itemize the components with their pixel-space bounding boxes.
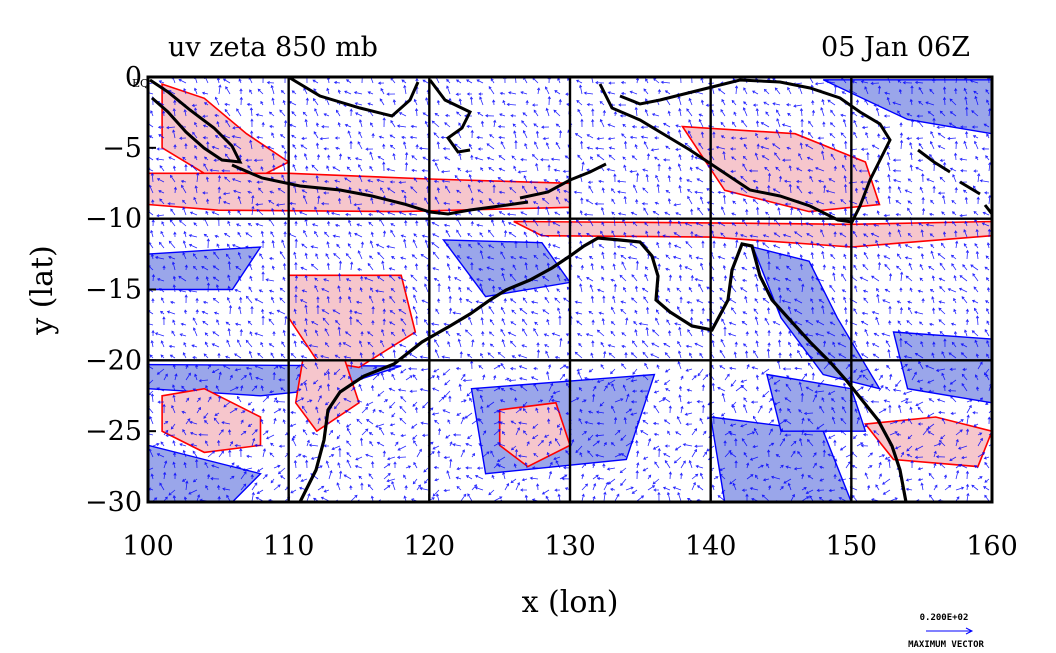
negative-vorticity-region-3 [892, 331, 992, 404]
plot-timestamp: 05 Jan 06Z [821, 32, 970, 63]
x-axis-ticks: 100 110 120 130 140 150 160 [122, 494, 1018, 562]
x-tick-label-120: 120 [404, 531, 456, 562]
vector-legend-label: MAXIMUM VECTOR [908, 640, 984, 650]
positive-vorticity-region-3 [680, 125, 881, 213]
positive-vorticity-region-8 [863, 416, 992, 468]
x-tick-label-140: 140 [685, 531, 737, 562]
negative-vorticity-region-1 [148, 444, 262, 502]
y-tick-label--5: −5 [102, 133, 142, 164]
coastline-borneo [289, 77, 420, 118]
x-tick-label-150: 150 [826, 531, 878, 562]
positive-vorticity-region-2 [513, 220, 992, 248]
y-tick-label--30: −30 [85, 487, 142, 518]
vector-legend-value: 0.200E+02 [920, 613, 969, 623]
y-tick-label-0: 0 [125, 62, 142, 93]
coastline-new-guinea [598, 78, 892, 224]
y-tick-label--20: −20 [85, 345, 142, 376]
positive-vorticity-region-6 [161, 387, 262, 454]
coastline-australia [298, 236, 908, 502]
x-tick-label-130: 130 [544, 531, 596, 562]
coastline-java [231, 163, 529, 216]
positive-vorticity-layer [148, 82, 992, 468]
coastline-sulawesi [428, 79, 473, 154]
plot-title: uv zeta 850 mb [168, 32, 378, 63]
y-axis-title: y (lat) [25, 245, 60, 335]
x-tick-label-110: 110 [263, 531, 315, 562]
x-tick-label-100: 100 [122, 531, 174, 562]
y-tick-label--15: −15 [85, 275, 142, 306]
negative-vorticity-region-9 [765, 373, 867, 432]
y-tick-label--10: −10 [85, 204, 142, 235]
grid-lines [148, 77, 992, 502]
x-axis-title: x (lon) [522, 585, 619, 620]
vector-legend-arrow [926, 627, 974, 635]
y-axis-ticks: 0 −5 −10 −15 −20 −25 −30 [85, 62, 156, 518]
equator-corner-label: EQ [132, 77, 149, 90]
coastline-sumatra [149, 78, 243, 164]
negative-vorticity-region-2 [751, 245, 881, 390]
x-tick-label-160: 160 [966, 531, 1018, 562]
coastline-layer [149, 77, 992, 502]
negative-vorticity-region-8 [822, 79, 992, 135]
y-tick-label--25: −25 [85, 416, 142, 447]
